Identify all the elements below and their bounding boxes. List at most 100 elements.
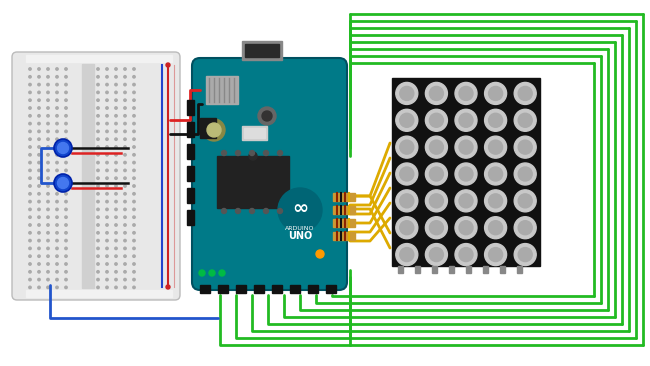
Circle shape — [124, 263, 126, 265]
Circle shape — [166, 285, 170, 289]
Bar — [333, 193, 355, 201]
Circle shape — [518, 221, 532, 235]
Circle shape — [106, 201, 108, 203]
Circle shape — [115, 232, 117, 234]
Circle shape — [518, 247, 532, 262]
Circle shape — [115, 224, 117, 226]
Circle shape — [56, 146, 58, 148]
Circle shape — [133, 83, 135, 86]
Circle shape — [222, 150, 226, 156]
Circle shape — [209, 270, 215, 276]
Circle shape — [514, 190, 536, 212]
Circle shape — [38, 185, 40, 187]
Circle shape — [430, 247, 443, 262]
Bar — [500, 266, 505, 273]
Circle shape — [133, 138, 135, 141]
Text: ARDUINO: ARDUINO — [285, 225, 315, 231]
Circle shape — [65, 169, 67, 172]
Circle shape — [29, 201, 31, 203]
Circle shape — [97, 247, 99, 250]
Circle shape — [400, 113, 414, 127]
Circle shape — [396, 136, 418, 158]
Circle shape — [65, 177, 67, 179]
Circle shape — [97, 161, 99, 164]
Circle shape — [106, 154, 108, 156]
Circle shape — [29, 255, 31, 257]
Circle shape — [124, 169, 126, 172]
Circle shape — [115, 201, 117, 203]
Circle shape — [124, 107, 126, 109]
Circle shape — [38, 161, 40, 164]
Circle shape — [38, 83, 40, 86]
Circle shape — [489, 113, 502, 127]
Circle shape — [29, 286, 31, 289]
Circle shape — [56, 115, 58, 117]
Circle shape — [65, 91, 67, 94]
Circle shape — [115, 216, 117, 219]
Circle shape — [235, 209, 240, 213]
Circle shape — [38, 115, 40, 117]
Circle shape — [115, 146, 117, 148]
Circle shape — [124, 232, 126, 234]
Circle shape — [455, 82, 477, 104]
Circle shape — [56, 232, 58, 234]
Circle shape — [514, 109, 536, 131]
Circle shape — [97, 239, 99, 242]
Circle shape — [133, 99, 135, 101]
Bar — [244, 128, 265, 138]
Circle shape — [56, 99, 58, 101]
Circle shape — [65, 130, 67, 132]
Circle shape — [115, 99, 117, 101]
Circle shape — [38, 107, 40, 109]
Circle shape — [38, 270, 40, 273]
Circle shape — [124, 247, 126, 250]
Circle shape — [396, 217, 418, 239]
Circle shape — [115, 122, 117, 125]
Circle shape — [459, 113, 473, 127]
Circle shape — [97, 224, 99, 226]
Circle shape — [29, 83, 31, 86]
Circle shape — [38, 76, 40, 78]
Circle shape — [106, 161, 108, 164]
Circle shape — [124, 138, 126, 141]
Circle shape — [47, 185, 49, 187]
Circle shape — [124, 115, 126, 117]
Circle shape — [106, 68, 108, 70]
Circle shape — [38, 177, 40, 179]
Circle shape — [106, 247, 108, 250]
Circle shape — [514, 136, 536, 158]
Bar — [242, 126, 267, 140]
Circle shape — [56, 161, 58, 164]
Bar — [392, 78, 540, 266]
Circle shape — [29, 68, 31, 70]
Circle shape — [106, 76, 108, 78]
Bar — [187, 100, 194, 115]
Circle shape — [29, 154, 31, 156]
Circle shape — [249, 152, 257, 160]
Circle shape — [106, 146, 108, 148]
Circle shape — [38, 224, 40, 226]
Circle shape — [106, 279, 108, 281]
Circle shape — [124, 208, 126, 210]
Circle shape — [106, 169, 108, 172]
Circle shape — [29, 177, 31, 179]
Bar — [272, 285, 282, 293]
Circle shape — [106, 177, 108, 179]
Circle shape — [489, 194, 502, 208]
Circle shape — [97, 169, 99, 172]
Circle shape — [54, 174, 72, 192]
Bar — [26, 55, 172, 62]
Circle shape — [133, 255, 135, 257]
Bar — [187, 144, 194, 159]
Circle shape — [124, 68, 126, 70]
Circle shape — [47, 83, 49, 86]
Circle shape — [133, 161, 135, 164]
Circle shape — [106, 122, 108, 125]
Circle shape — [54, 139, 72, 157]
Circle shape — [38, 122, 40, 125]
Circle shape — [38, 146, 40, 148]
Bar — [308, 285, 318, 293]
Circle shape — [124, 91, 126, 94]
Circle shape — [97, 138, 99, 141]
Circle shape — [56, 247, 58, 250]
